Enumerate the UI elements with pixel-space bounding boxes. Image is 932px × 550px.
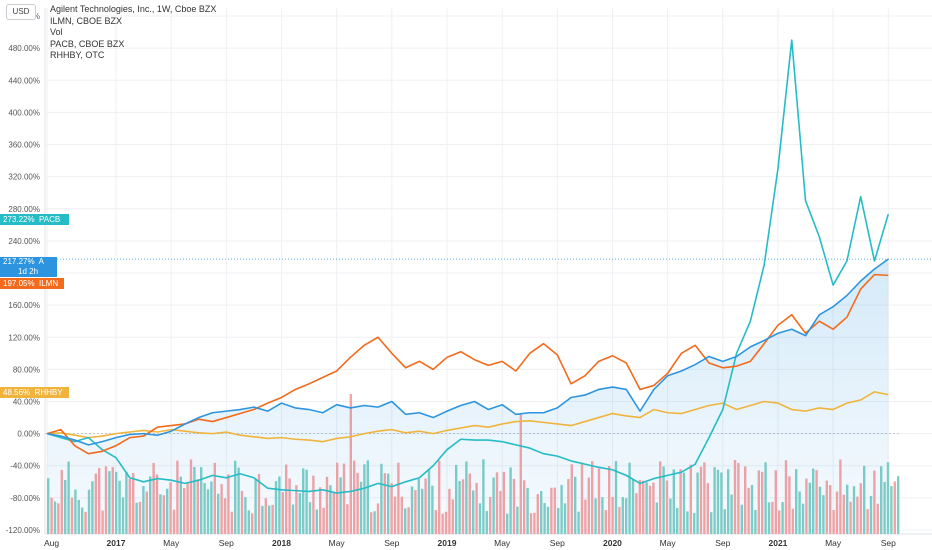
volume-bar — [897, 476, 900, 534]
price-tag-ilmn: 197.05% ILMN — [0, 278, 64, 289]
x-tick-label: 2020 — [603, 538, 622, 548]
legend-item-ilmn[interactable]: ILMN, CBOE BZX — [50, 15, 123, 26]
legend-item-a[interactable]: Agilent Technologies, Inc., 1W, Cboe BZX — [50, 4, 217, 14]
x-tick-label: Sep — [550, 538, 565, 548]
price-tag-rhhby: 48.56% RHHBY — [0, 387, 69, 398]
x-tick-label: May — [825, 538, 842, 548]
x-tick-label: May — [329, 538, 346, 548]
x-tick-label: May — [163, 538, 180, 548]
x-tick-label: 2017 — [107, 538, 126, 548]
series-line-rhhby — [47, 391, 889, 443]
legend-item-pacb[interactable]: PACB, CBOE BZX — [50, 38, 125, 49]
price-tag-symbol: ILMN — [39, 279, 59, 288]
y-tick-label: 160.00% — [8, 301, 40, 310]
x-tick-label: 2019 — [438, 538, 457, 548]
legend-item-vol[interactable]: Vol — [50, 27, 63, 37]
x-tick-label: Sep — [384, 538, 399, 548]
x-tick-label: 2018 — [272, 538, 291, 548]
legend: Agilent Technologies, Inc., 1W, Cboe BZX… — [50, 4, 216, 62]
x-tick-label: 2021 — [768, 538, 787, 548]
y-tick-label: 320.00% — [8, 173, 40, 182]
price-tag-pacb: 273.22% PACB — [0, 214, 69, 225]
y-tick-label: 280.00% — [8, 205, 40, 214]
price-tag-symbol: PACB — [39, 215, 61, 224]
y-tick-label: 0.00% — [17, 430, 40, 439]
series-lines — [46, 39, 890, 494]
price-tag-value: 197.05% — [3, 279, 35, 288]
volume-bar — [893, 481, 896, 534]
price-tag-a: 217.27% A 1d 2h — [0, 257, 57, 277]
price-tag-symbol: RHHBY — [34, 388, 63, 397]
y-tick-label: 360.00% — [8, 141, 40, 150]
price-tag-value: 217.27% — [3, 257, 35, 266]
y-tick-label: 80.00% — [13, 365, 40, 374]
y-tick-label: 120.00% — [8, 333, 40, 342]
x-tick-label: Sep — [219, 538, 234, 548]
series-line-pacb — [46, 39, 890, 494]
y-tick-label: 400.00% — [8, 108, 40, 117]
y-tick-label: 440.00% — [8, 76, 40, 85]
area-fill — [47, 259, 889, 534]
x-axis: Aug 2017 May Sep 2018 May Sep 2019 May Sep 2020 May… — [44, 538, 896, 548]
price-tag-value: 273.22% — [3, 215, 35, 224]
series-line-a — [46, 258, 889, 446]
price-tag-countdown: 1d 2h — [18, 267, 39, 276]
series-area-a — [47, 259, 889, 534]
currency-button[interactable]: USD — [6, 4, 36, 20]
x-tick-label: May — [660, 538, 677, 548]
y-tick-label: 40.00% — [13, 397, 40, 406]
y-tick-label: 480.00% — [8, 44, 40, 53]
x-tick-label: Sep — [715, 538, 730, 548]
x-tick-label: May — [494, 538, 511, 548]
y-tick-label: -80.00% — [10, 494, 40, 503]
price-tag-value: 48.56% — [3, 388, 31, 397]
volume-bar — [890, 486, 893, 534]
x-tick-label: Aug — [44, 538, 59, 548]
price-tag-symbol: A — [38, 257, 44, 266]
y-tick-label: -40.00% — [10, 462, 40, 471]
x-tick-label: Sep — [881, 538, 896, 548]
legend-item-rhhby[interactable]: RHHBY, OTC — [50, 50, 105, 60]
y-tick-label: -120.00% — [6, 526, 40, 535]
y-tick-label: 240.00% — [8, 237, 40, 246]
